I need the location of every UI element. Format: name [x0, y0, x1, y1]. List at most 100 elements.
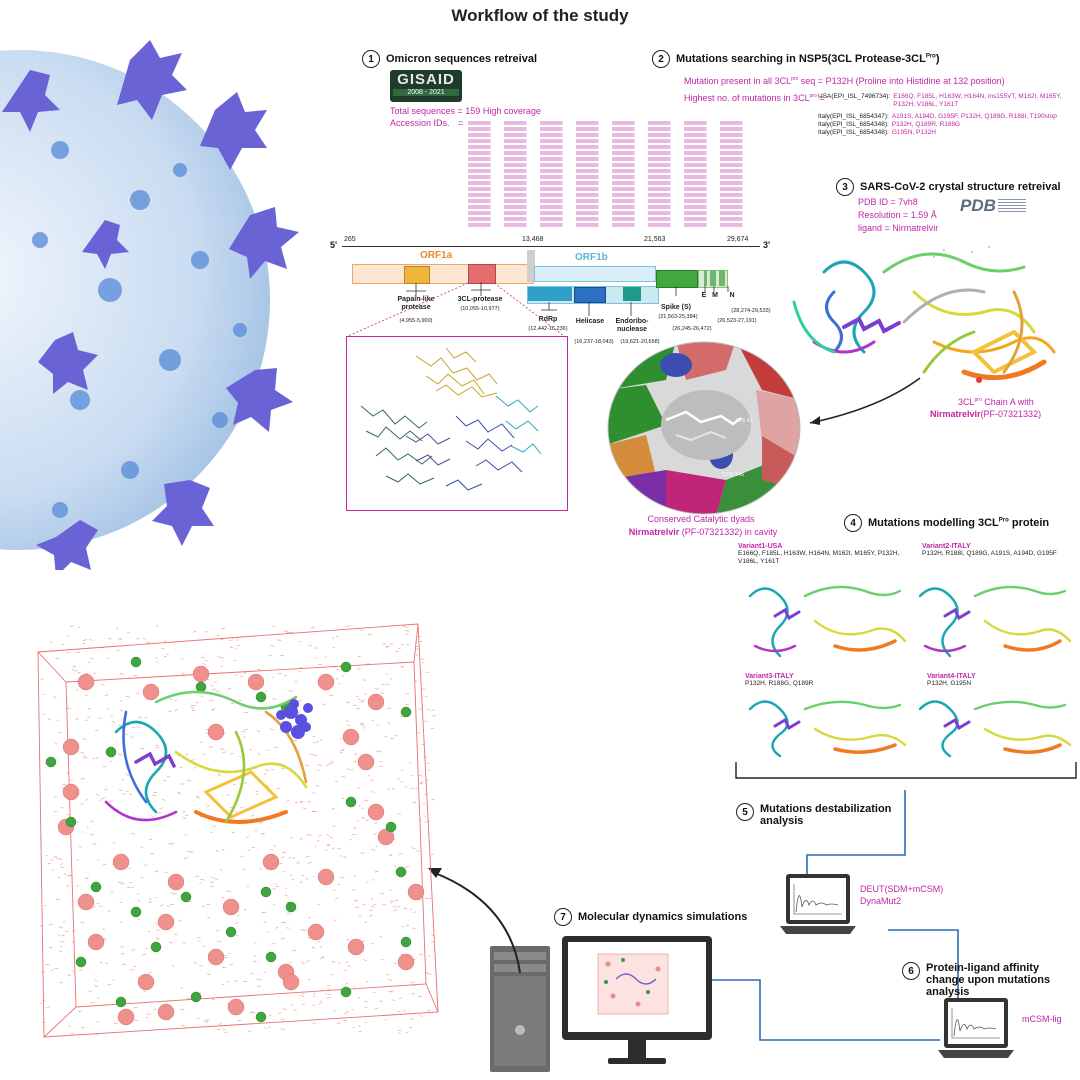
variant4-mutations: P132H, G195N — [927, 680, 972, 687]
accession-id-placeholder — [468, 169, 500, 173]
step7-title: Molecular dynamics simulations — [578, 911, 748, 923]
accession-id-placeholder — [468, 187, 500, 191]
water-molecule — [371, 898, 374, 900]
water-molecule — [386, 683, 390, 686]
orf1b-box — [534, 266, 656, 282]
water-molecule — [385, 673, 389, 676]
mutation-present-label: Mutation present in all 3CL — [684, 76, 792, 86]
m-gene-label: M — [712, 292, 718, 299]
ion-sphere — [157, 913, 175, 931]
catalytic-drug-rest: (PF-07321332) in cavity — [679, 527, 778, 537]
water-molecule — [243, 728, 248, 731]
water-molecule — [339, 737, 343, 740]
water-molecule — [120, 883, 125, 885]
water-molecule — [300, 962, 305, 964]
water-molecule — [91, 906, 96, 909]
water-molecule — [404, 633, 409, 635]
step5-title: Mutations destabilization analysis — [760, 803, 892, 827]
water-molecule — [416, 648, 419, 650]
water-molecule — [375, 750, 379, 753]
water-molecule — [339, 751, 343, 753]
water-molecule — [264, 1027, 267, 1029]
water-molecule — [373, 991, 376, 994]
ion-sphere — [357, 753, 375, 771]
water-molecule — [168, 941, 173, 944]
water-molecule — [185, 753, 189, 756]
water-molecule — [413, 911, 416, 914]
ion-sphere — [347, 938, 365, 956]
genome-pos-265: 265 — [344, 236, 356, 243]
genome-pos-21563: 21,563 — [644, 236, 666, 243]
water-molecule — [51, 969, 54, 971]
genome-line — [342, 246, 760, 248]
water-molecule — [42, 693, 45, 695]
water-molecule — [338, 682, 341, 685]
step2-title-end: ) — [935, 53, 940, 65]
water-molecule — [190, 707, 195, 710]
cys145-label: CYS 145 — [722, 472, 745, 478]
ion-sphere — [137, 973, 155, 991]
water-molecule — [120, 700, 123, 702]
ion-sphere — [340, 661, 352, 673]
water-molecule — [340, 748, 344, 751]
accession-id-placeholder — [612, 187, 644, 191]
accession-id-placeholder — [504, 169, 536, 173]
water-molecule — [422, 802, 426, 805]
water-molecule — [401, 925, 405, 928]
water-molecule — [319, 957, 324, 960]
water-molecule — [390, 737, 395, 740]
water-molecule — [226, 980, 230, 983]
accession-id-placeholder — [648, 175, 680, 179]
ion-sphere — [255, 1011, 267, 1023]
water-molecule — [153, 791, 157, 793]
water-molecule — [324, 656, 328, 659]
water-molecule — [101, 683, 105, 686]
accession-id-placeholder — [648, 139, 680, 143]
catalytic-cavity-surface — [607, 341, 801, 515]
accession-id-placeholder — [504, 187, 536, 191]
water-molecule — [405, 1031, 409, 1034]
water-molecule — [199, 965, 203, 967]
water-molecule — [215, 690, 220, 692]
catalytic-dyads-caption: Conserved Catalytic dyads — [647, 514, 755, 524]
water-molecule — [142, 954, 147, 956]
ligand-spheres — [276, 699, 313, 739]
water-molecule — [202, 905, 205, 908]
water-molecule — [82, 755, 86, 758]
water-molecule — [45, 963, 50, 966]
water-molecule — [247, 1030, 252, 1032]
spike-range: (21,563-25,384) — [658, 314, 698, 320]
accession-id-placeholder — [468, 175, 500, 179]
mutation-row-muts: E166Q, F185L, H163W, H164N, ins155VT, M1… — [893, 93, 1062, 108]
ion-sphere — [225, 926, 237, 938]
water-molecule — [424, 695, 428, 698]
variant4-card: Variant4-ITALY P132H, G195N — [927, 673, 1077, 688]
accession-id-placeholder — [576, 163, 608, 167]
accession-id-placeholder — [468, 139, 500, 143]
water-molecule — [166, 653, 169, 656]
ion-sphere — [112, 853, 130, 871]
water-molecule — [369, 914, 373, 917]
water-molecule — [170, 892, 175, 894]
accession-id-placeholder — [612, 127, 644, 131]
water-molecule — [83, 757, 88, 759]
variant-structures-bottom — [748, 700, 1072, 758]
ion-sphere — [282, 973, 300, 991]
ion-sphere — [130, 906, 142, 918]
water-molecule — [196, 796, 201, 799]
water-molecule — [312, 742, 316, 744]
water-molecule — [120, 945, 125, 948]
accession-id-placeholder — [540, 157, 572, 161]
accession-id-placeholder — [468, 205, 500, 209]
variant3-mutations: P132H, R188G, Q189R — [745, 680, 814, 687]
water-molecule — [151, 815, 155, 818]
water-molecule — [125, 695, 131, 698]
variant3-card: Variant3-ITALY P132H, R188G, Q189R — [745, 673, 905, 688]
water-molecule — [381, 683, 385, 686]
water-molecule — [418, 708, 422, 711]
water-molecule — [71, 668, 74, 671]
water-molecule — [214, 878, 219, 880]
chain-a-drug: Nirmatrelvir — [930, 409, 981, 419]
water-molecule — [329, 836, 333, 838]
water-molecule — [343, 970, 347, 972]
